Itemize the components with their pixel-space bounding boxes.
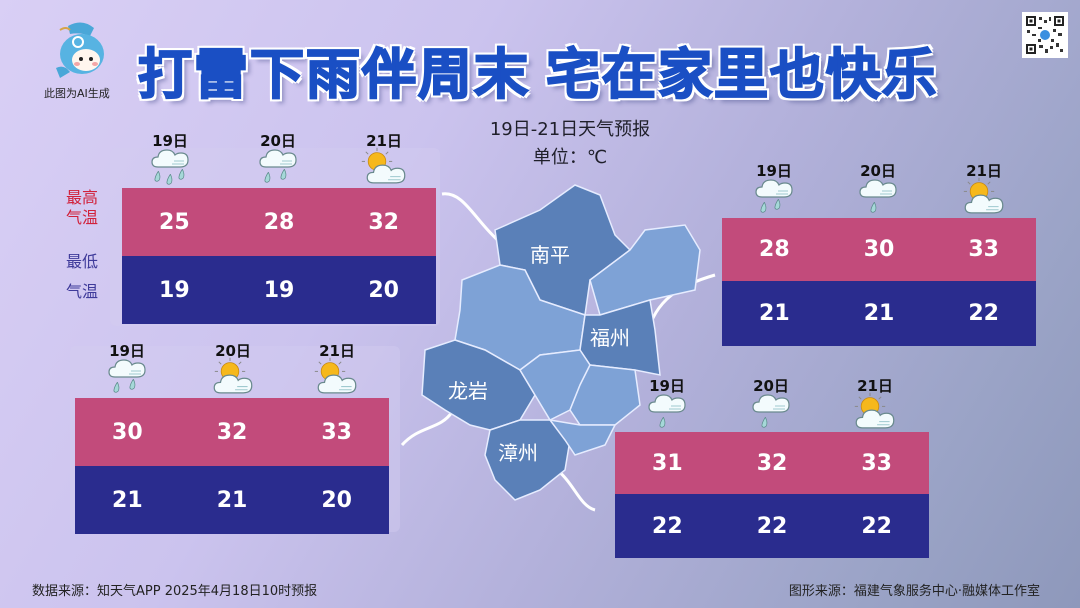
legend-low-line2: 气温 [66,282,99,301]
day-label: 19日 [109,342,145,360]
map-label-fuzhou: 福州 [590,326,630,350]
graphic-source-note: 图形来源：福建气象服务中心·融媒体工作室 [788,584,1040,599]
high-temp-row: 30 32 33 [75,398,389,466]
low-temp-row: 19 19 20 [122,256,436,324]
day-column: 21日 [954,160,1014,217]
low-temp-row: 21 21 22 [722,281,1036,346]
legend-low-temp: 最低 气温 [66,252,98,302]
sun-cloud-icon [963,177,1004,214]
rain-icon [755,179,793,213]
data-source-note: 数据来源：知天气APP 2025年4月18日10时预报 [32,584,318,599]
high-temp-value: 30 [863,237,895,262]
day-column: 19日 [637,375,697,430]
page-title: 打雷下雨伴周末 宅在家里也快乐 [137,30,938,109]
low-temp-value: 19 [159,277,190,303]
legend-high-line1: 最高 [66,188,99,207]
rain-icon [108,359,146,393]
low-temp-row: 21 21 20 [75,466,389,534]
rain-icon [151,149,189,185]
low-temp-value: 20 [321,487,352,513]
low-temp-value: 21 [863,301,895,326]
high-temp-value: 31 [652,450,683,476]
low-temp-value: 22 [756,513,788,539]
map-label-nanping: 南平 [530,243,570,267]
low-temp-value: 21 [112,487,143,513]
day-label: 20日 [260,132,296,150]
high-temp-row: 31 32 33 [615,432,929,494]
low-temp-value: 22 [968,301,999,326]
light-rain-icon [859,179,897,213]
ai-generated-note: 此图为AI生成 [44,87,110,100]
light-rain-icon [752,394,790,428]
forecast-card-longyan: 19日 20日 21日 30 32 33 21 21 20 [75,340,389,534]
forecast-card-zhangzhou: 19日 20日 21日 31 32 33 22 22 22 [615,375,929,558]
forecast-period: 19日-21日天气预报 [489,119,651,140]
day-column: 19日 [140,130,200,185]
day-column: 20日 [248,130,308,185]
day-column: 19日 [97,340,157,395]
high-temp-row: 28 30 33 [722,218,1036,281]
unit-label: 单位：℃ [532,147,608,168]
legend-high-line2: 气温 [66,208,99,227]
day-label: 19日 [649,377,685,395]
day-label: 20日 [860,162,896,180]
map-label-longyan: 龙岩 [448,379,488,403]
sun-cloud-icon [361,147,406,184]
high-temp-value: 33 [968,237,999,262]
sun-cloud-icon [314,357,357,394]
rain-icon [259,149,297,183]
mascot-icon [56,22,104,78]
high-temp-value: 25 [159,209,190,235]
day-column: 20日 [203,340,263,397]
high-temp-value: 33 [321,419,352,445]
day-label: 20日 [215,342,251,360]
forecast-subtitle: 19日-21日天气预报 单位：℃ [440,116,700,172]
forecast-card-nanping: 19日 20日 21日 25 28 32 19 19 20 [122,130,436,324]
day-label: 20日 [753,377,789,395]
day-column: 20日 [848,160,908,215]
legend-low-line1: 最低 [66,252,99,271]
day-label: 21日 [966,162,1002,180]
qr-code-icon[interactable] [1022,12,1068,58]
high-temp-value: 32 [216,419,248,445]
high-temp-value: 33 [861,450,892,476]
low-temp-value: 22 [652,513,683,539]
forecast-card-fuzhou: 19日 20日 21日 28 30 33 21 21 22 [722,160,1036,346]
low-temp-value: 21 [216,487,248,513]
high-temp-value: 28 [759,237,790,262]
high-temp-value: 32 [368,209,399,235]
day-column: 21日 [354,130,414,187]
day-column: 19日 [744,160,804,215]
sun-cloud-icon [854,392,895,429]
legend-high-temp: 最高 气温 [66,188,98,228]
title-part-1: 打雷下雨伴周末 [137,42,530,107]
day-label: 19日 [152,132,188,150]
low-temp-value: 19 [263,277,295,303]
low-temp-value: 21 [759,301,790,326]
high-temp-row: 25 28 32 [122,188,436,256]
low-temp-value: 22 [861,513,892,539]
map-label-zhangzhou: 漳州 [498,441,538,465]
day-column: 20日 [741,375,801,430]
sun-cloud-icon [213,357,253,394]
day-column: 21日 [845,375,905,432]
day-label: 21日 [857,377,893,395]
fujian-map: 南平 福州 龙岩 漳州 [400,184,716,512]
day-label: 19日 [756,162,792,180]
day-column: 21日 [307,340,367,397]
low-temp-value: 20 [368,277,399,303]
light-rain-icon [648,394,686,428]
high-temp-value: 30 [112,419,143,445]
high-temp-value: 28 [263,209,295,235]
low-temp-row: 22 22 22 [615,494,929,558]
high-temp-value: 32 [756,450,788,476]
day-label: 21日 [366,132,402,150]
day-label: 21日 [319,342,355,360]
title-part-2: 宅在家里也快乐 [545,42,938,107]
